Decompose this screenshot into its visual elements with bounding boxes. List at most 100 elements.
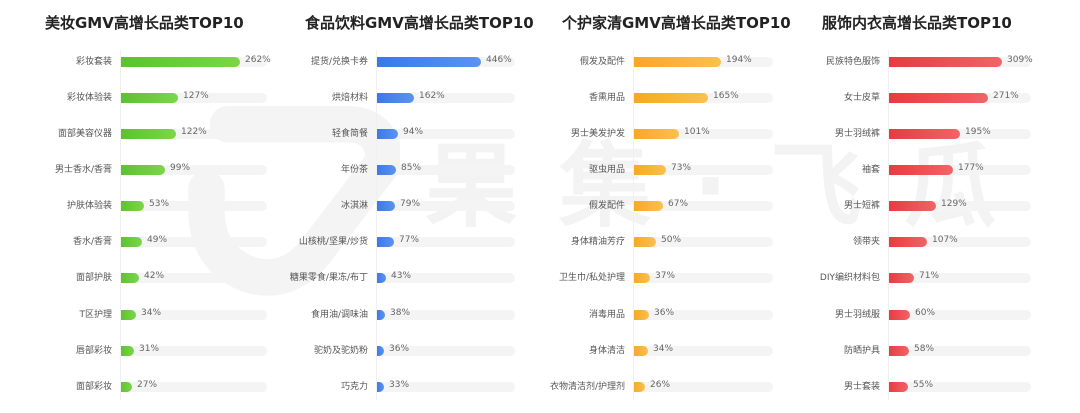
bar bbox=[888, 129, 960, 139]
bar-track bbox=[120, 382, 267, 392]
bar bbox=[376, 382, 384, 392]
category-label: 驼奶及驼奶粉 bbox=[313, 346, 368, 356]
bar-row: 男士羽绒服 60% bbox=[0, 308, 1080, 321]
beauty-chart-panel: 美妆GMV高增长品类TOP10 bbox=[0, 0, 270, 413]
bar-row: 民族特色服饰 309% bbox=[0, 55, 1080, 68]
bar-row: 提货/兑换卡券 446% bbox=[0, 55, 1080, 68]
bar-value: 85% bbox=[401, 163, 422, 173]
category-label: DIY编织材料包 bbox=[819, 273, 880, 283]
bar bbox=[633, 237, 656, 247]
category-label: 驱虫用品 bbox=[588, 165, 625, 175]
apparel-chart-title: 服饰内衣高增长品类TOP10 bbox=[822, 14, 1012, 32]
bar-track bbox=[633, 273, 773, 283]
bar-track bbox=[888, 382, 1031, 392]
bar bbox=[888, 57, 1002, 67]
bar-value: 26% bbox=[650, 380, 671, 390]
bar-track bbox=[633, 382, 773, 392]
bar-track bbox=[633, 346, 773, 356]
category-label: 香熏用品 bbox=[588, 93, 625, 103]
bar bbox=[376, 93, 414, 103]
bar-row: 消毒用品 36% bbox=[0, 308, 1080, 321]
category-label: 消毒用品 bbox=[588, 310, 625, 320]
bar-track bbox=[120, 201, 267, 211]
bar-row: 山核桃/坚果/炒货 77% bbox=[0, 235, 1080, 248]
bar bbox=[888, 201, 936, 211]
bar-value: 129% bbox=[941, 199, 967, 209]
bar-row: 身体精油芳疗 50% bbox=[0, 235, 1080, 248]
category-label: 烘焙材料 bbox=[331, 93, 368, 103]
personal-care-chart-title: 个护家清GMV高增长品类TOP10 bbox=[562, 14, 791, 32]
bar-value: 49% bbox=[147, 235, 168, 245]
bar-value: 262% bbox=[245, 55, 271, 65]
bar-row: 防晒护具 58% bbox=[0, 344, 1080, 357]
bar-row: T区护理 34% bbox=[0, 308, 1080, 321]
bar-track bbox=[888, 237, 1031, 247]
bar-row: 身体清洁 34% bbox=[0, 344, 1080, 357]
category-label: 糖果零食/果冻/布丁 bbox=[289, 273, 368, 283]
bar-row: 护肤体验装 53% bbox=[0, 199, 1080, 212]
bar-value: 43% bbox=[391, 271, 412, 281]
category-label: 假发配件 bbox=[588, 201, 625, 211]
personal-care-chart-axis bbox=[633, 50, 634, 400]
bar-row: 男士美发护发 101% bbox=[0, 127, 1080, 140]
bar-row: 袖套 177% bbox=[0, 163, 1080, 176]
category-label: 轻食简餐 bbox=[331, 129, 368, 139]
category-label: 身体精油芳疗 bbox=[570, 237, 625, 247]
bar-value: 60% bbox=[915, 308, 936, 318]
bar bbox=[120, 165, 165, 175]
bar-track bbox=[633, 129, 773, 139]
category-label: 彩妆套装 bbox=[75, 57, 112, 67]
category-label: 巧克力 bbox=[340, 382, 368, 392]
bar-track bbox=[120, 273, 267, 283]
bar-row: 彩妆套装 262% bbox=[0, 55, 1080, 68]
bar bbox=[120, 93, 178, 103]
bar bbox=[888, 310, 910, 320]
bar-track bbox=[888, 201, 1031, 211]
bar-track bbox=[376, 165, 515, 175]
beauty-chart-title: 美妆GMV高增长品类TOP10 bbox=[45, 14, 244, 32]
category-label: 领带夹 bbox=[852, 237, 880, 247]
bar bbox=[120, 273, 139, 283]
bar-value: 195% bbox=[965, 127, 991, 137]
bar-value: 165% bbox=[713, 91, 739, 101]
category-label: 卫生巾/私处护理 bbox=[558, 273, 625, 283]
bar-row: 男士羽绒裤 195% bbox=[0, 127, 1080, 140]
bar-value: 99% bbox=[170, 163, 191, 173]
bar bbox=[888, 93, 988, 103]
category-label: 身体清洁 bbox=[588, 346, 625, 356]
bar-value: 38% bbox=[390, 308, 411, 318]
category-label: 年份茶 bbox=[340, 165, 368, 175]
bar-track bbox=[376, 310, 515, 320]
bar bbox=[633, 273, 650, 283]
bar-track bbox=[888, 273, 1031, 283]
bar-row: 假发配件 67% bbox=[0, 199, 1080, 212]
bar-track bbox=[888, 310, 1031, 320]
bar bbox=[888, 165, 953, 175]
bar-value: 55% bbox=[913, 380, 934, 390]
bar bbox=[120, 201, 144, 211]
category-label: 香水/香膏 bbox=[72, 237, 112, 247]
bar bbox=[120, 310, 136, 320]
bar-value: 31% bbox=[139, 344, 160, 354]
bar-row: 年份茶 85% bbox=[0, 163, 1080, 176]
bar-row: 烘焙材料 162% bbox=[0, 91, 1080, 104]
category-label: 面部美容仪器 bbox=[57, 129, 112, 139]
category-label: 唇部彩妆 bbox=[75, 346, 112, 356]
bar-value: 73% bbox=[671, 163, 692, 173]
bar-track bbox=[633, 237, 773, 247]
bar bbox=[633, 346, 648, 356]
category-label: 袖套 bbox=[861, 165, 880, 175]
category-label: 食用油/调味油 bbox=[310, 310, 368, 320]
category-label: 男士羽绒服 bbox=[834, 310, 880, 320]
category-label: 提货/兑换卡券 bbox=[310, 57, 368, 67]
bar-track bbox=[120, 237, 267, 247]
bar-value: 446% bbox=[486, 55, 512, 65]
category-label: 护肤体验装 bbox=[66, 201, 112, 211]
category-label: 男士羽绒裤 bbox=[834, 129, 880, 139]
bar bbox=[376, 237, 394, 247]
bar bbox=[120, 237, 142, 247]
bar-track bbox=[120, 93, 267, 103]
bar-track bbox=[376, 201, 515, 211]
bar-row: 冰淇淋 79% bbox=[0, 199, 1080, 212]
bar-track bbox=[120, 129, 267, 139]
